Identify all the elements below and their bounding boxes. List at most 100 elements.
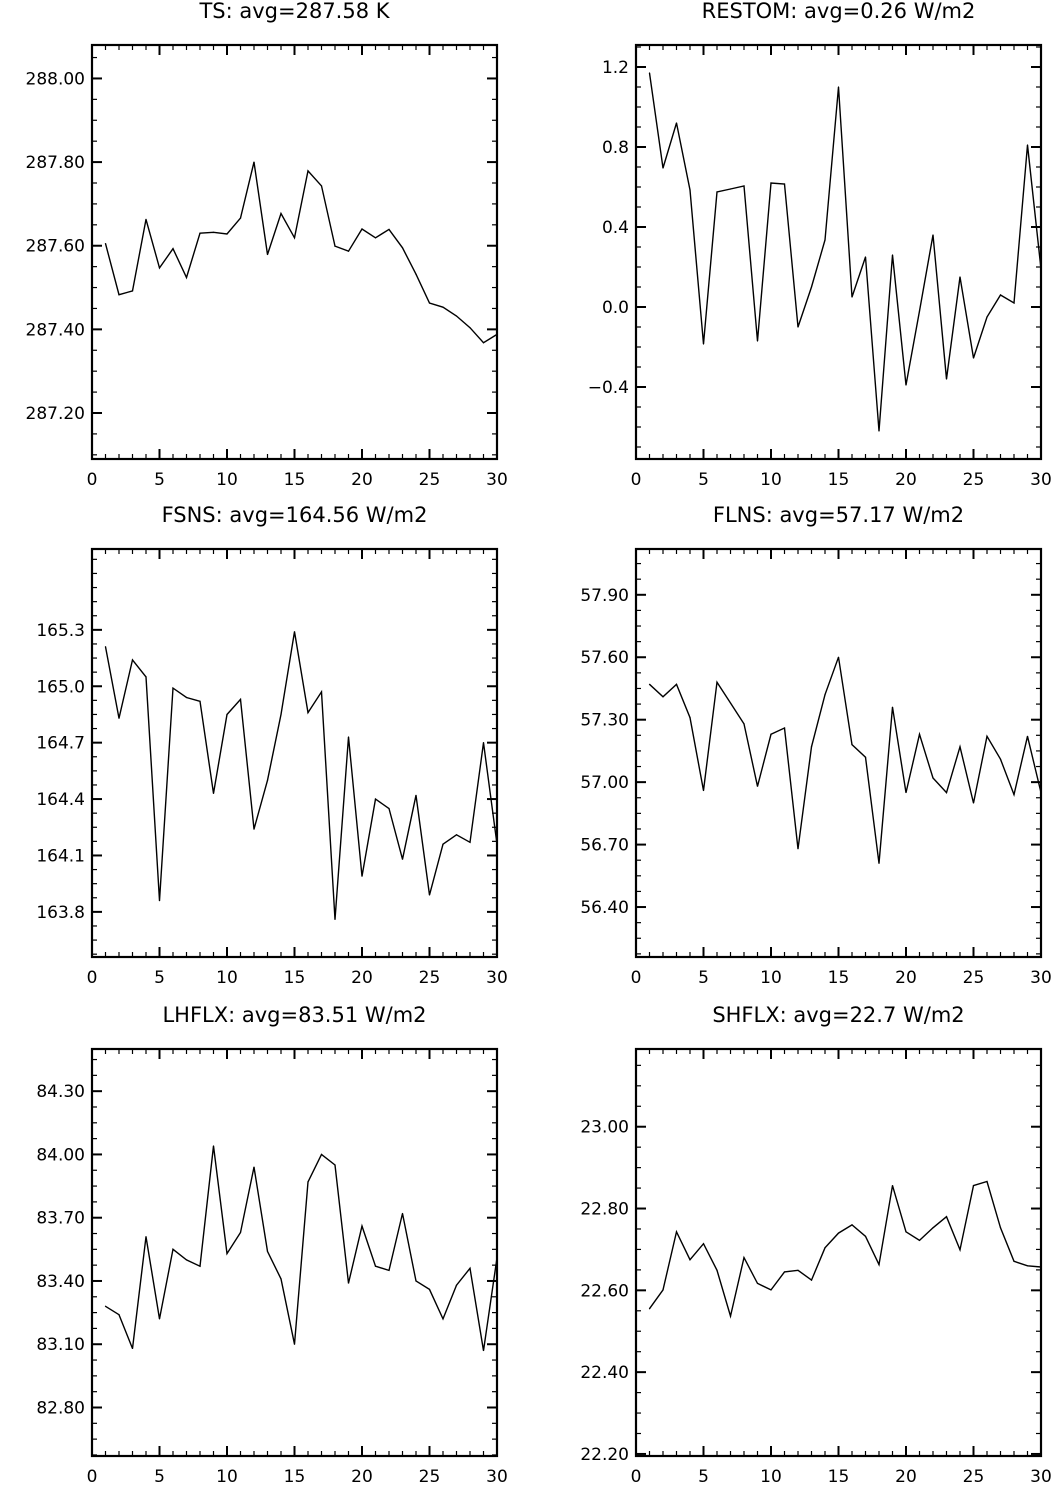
fsns-data-point — [280, 713, 282, 716]
fsns-data-point — [145, 676, 147, 678]
flns-data-point — [851, 744, 853, 746]
fsns-data-point — [469, 841, 471, 843]
flns-y-tick-label: 57.30 — [580, 711, 629, 731]
flns-data-point — [932, 777, 934, 779]
lhflx-data-point — [361, 1225, 363, 1227]
shflx-data-point — [810, 1279, 813, 1281]
ts-data-point — [496, 333, 497, 335]
fsns-x-tick-label: 30 — [486, 968, 508, 988]
ts-data-point — [226, 233, 228, 235]
flns-y-tick-label: 57.90 — [580, 586, 629, 606]
flns-data-point — [648, 683, 651, 685]
restom-y-tick-label: 0.8 — [602, 138, 629, 158]
shflx-y-tick-label: 22.60 — [580, 1281, 629, 1301]
restom-x-tick-label: 20 — [895, 470, 917, 490]
fsns-y-tick-label: 164.7 — [36, 734, 85, 754]
flns-x-tick-label: 25 — [963, 968, 985, 988]
restom-data-point — [891, 254, 894, 256]
restom-data-point — [1026, 144, 1029, 146]
restom-x-tick-label: 0 — [631, 470, 642, 490]
fsns-data-point — [253, 828, 255, 830]
restom-x-tick-label: 15 — [828, 470, 850, 490]
shflx-data-point — [756, 1282, 759, 1284]
ts-y-tick-label: 288.00 — [26, 69, 85, 89]
fsns-x-tick-label: 0 — [87, 968, 98, 988]
ts-data-point — [388, 228, 390, 231]
ts-y-tick-label: 287.40 — [26, 320, 85, 340]
flns-data-point — [689, 717, 691, 719]
ts-panel-title: TS: avg=287.58 K — [198, 0, 390, 23]
fsns-data-point — [401, 858, 404, 860]
lhflx-data-point — [320, 1153, 323, 1156]
flns-data-point — [783, 727, 786, 729]
lhflx-data-point — [104, 1305, 107, 1307]
shflx-x-tick-label: 15 — [828, 1467, 850, 1487]
restom-data-point — [1013, 302, 1015, 304]
flns-data-point — [864, 756, 867, 758]
lhflx-x-tick-label: 5 — [154, 1467, 165, 1487]
shflx-data-point — [702, 1243, 705, 1245]
fsns-data-point — [334, 918, 336, 920]
ts-data-point — [401, 247, 404, 249]
flns-data-point — [959, 746, 961, 748]
shflx-data-point — [918, 1239, 921, 1242]
restom-y-tick-label: −0.4 — [588, 378, 629, 398]
fsns-data-point — [172, 687, 174, 689]
lhflx-y-tick-label: 82.80 — [36, 1398, 85, 1418]
ts-x-tick-label: 20 — [351, 470, 373, 490]
restom-data-point — [797, 326, 799, 328]
lhflx-data-point — [212, 1145, 215, 1147]
restom-data-point — [729, 188, 732, 190]
ts-data-point — [158, 267, 161, 269]
lhflx-data-point — [185, 1259, 188, 1261]
ts-data-point — [334, 245, 336, 247]
fsns-data-point — [307, 711, 309, 714]
restom-y-tick-label: 1.2 — [602, 58, 629, 78]
shflx-data-point — [689, 1259, 691, 1261]
fsns-data-point — [455, 834, 458, 836]
lhflx-x-tick-label: 15 — [284, 1467, 306, 1487]
shflx-data-point — [972, 1185, 975, 1187]
restom-y-tick-label: 0.0 — [602, 298, 629, 318]
shflx-data-point — [905, 1231, 907, 1233]
ts-x-tick-label: 30 — [486, 470, 508, 490]
ts-data-point — [374, 237, 377, 239]
fsns-panel-title: FSNS: avg=164.56 W/m2 — [162, 503, 428, 527]
shflx-panel: SHFLX: avg=22.7 W/m2 0 5 10 15 20 25 30 22.20 22… — [580, 1003, 1051, 1487]
flns-data-point — [716, 681, 718, 683]
shflx-data-point — [729, 1315, 732, 1317]
fsns-data-point — [185, 696, 188, 699]
lhflx-data-point — [172, 1248, 174, 1250]
ts-data-point — [145, 218, 147, 220]
restom-data-point — [662, 167, 664, 169]
fsns-panel: FSNS: avg=164.56 W/m2 0 5 10 15 20 25 30 163.8 1… — [36, 503, 507, 988]
restom-x-tick-label: 30 — [1030, 470, 1052, 490]
flns-data-point — [810, 746, 813, 748]
lhflx-data-point — [239, 1231, 242, 1234]
shflx-y-tick-label: 22.40 — [580, 1363, 629, 1383]
restom-data-point — [945, 378, 948, 380]
flns-data-point — [999, 758, 1002, 760]
flns-panel-title: FLNS: avg=57.17 W/m2 — [713, 503, 964, 527]
shflx-x-tick-label: 25 — [963, 1467, 985, 1487]
fsns-data-point — [415, 794, 417, 796]
restom-data-point — [783, 183, 786, 185]
fsns-y-tick-label: 165.0 — [36, 677, 85, 697]
shflx-data-point — [864, 1235, 867, 1237]
ts-data-point — [320, 185, 323, 187]
flns-data-point — [1013, 794, 1015, 796]
lhflx-x-tick-label: 10 — [216, 1467, 238, 1487]
fsns-data-point — [482, 742, 485, 744]
ts-data-point — [185, 276, 188, 279]
shflx-data-point — [783, 1271, 786, 1273]
ts-y-tick-label: 287.60 — [26, 237, 85, 257]
lhflx-data-point — [199, 1265, 201, 1267]
ts-data-point — [293, 237, 296, 239]
lhflx-data-point — [118, 1314, 120, 1316]
ts-data-point — [428, 302, 431, 304]
flns-data-point — [945, 791, 948, 794]
lhflx-data-point — [334, 1164, 336, 1166]
flns-data-point — [905, 791, 907, 794]
ts-x-tick-label: 10 — [216, 470, 238, 490]
ts-data-point — [266, 253, 269, 256]
